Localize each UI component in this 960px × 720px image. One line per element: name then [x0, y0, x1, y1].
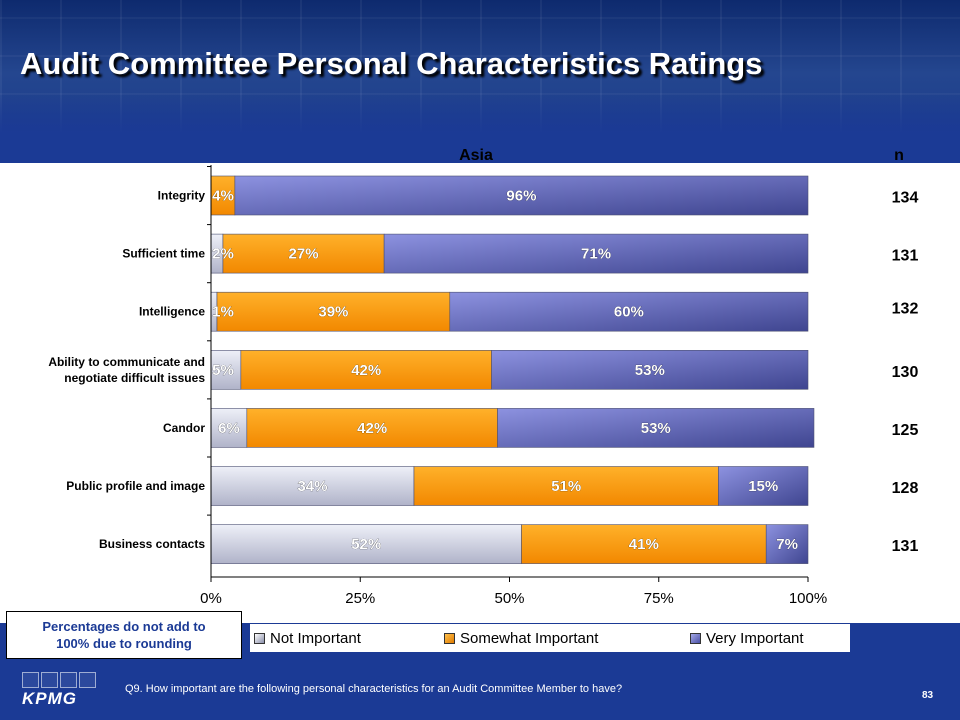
stacked-bar-chart: 4% 96% 2% 27% 71% 1% 39% 60% 5% 42% 53% 6% 42% 53% 34%… — [0, 147, 960, 623]
n-value-candor: 125 — [892, 422, 919, 439]
kpmg-logo-boxes — [22, 672, 97, 688]
x-tick-label-0: 0% — [200, 590, 222, 607]
footnote-box: Percentages do not add to 100% due to ro… — [6, 611, 242, 659]
chart-title: Asia — [459, 147, 493, 164]
n-value-intelligence: 132 — [892, 301, 919, 318]
data-label-not-important-public-profile-and-image: 34% — [297, 478, 327, 495]
data-label-somewhat-important-intelligence: 39% — [318, 304, 348, 321]
data-label-not-important-candor: 6% — [218, 420, 240, 437]
category-label-candor: Candor — [163, 421, 205, 435]
bar-very-important-business-contacts — [765, 524, 809, 564]
x-tick-label-75: 75% — [644, 590, 674, 607]
data-label-very-important-intelligence: 60% — [614, 304, 644, 321]
survey-question: Q9. How important are the following pers… — [125, 683, 623, 695]
category-label-integrity: Integrity — [158, 189, 206, 203]
bar-somewhat-important-business-contacts — [521, 524, 767, 564]
data-label-not-important-sufficient-time: 2% — [212, 246, 234, 263]
bar-very-important-intelligence — [449, 291, 809, 332]
data-label-very-important-business-contacts: 7% — [776, 536, 798, 553]
x-tick-label-25: 25% — [345, 590, 375, 607]
kpmg-logo-text: KPMG — [22, 689, 77, 708]
page-number: 83 — [922, 690, 934, 701]
legend-item-very-important: Very Important — [690, 630, 804, 647]
category-label-intelligence: Intelligence — [139, 305, 205, 319]
n-value-sufficient-time: 131 — [892, 248, 919, 265]
bar-somewhat-important-sufficient-time — [222, 233, 385, 274]
legend-label-very-important: Very Important — [706, 629, 804, 647]
x-tick-label-100: 100% — [789, 590, 827, 607]
category-label-sufficient-time: Sufficient time — [122, 247, 205, 261]
n-value-public-profile-and-image: 128 — [892, 480, 919, 497]
n-value-ability-to-communicate-and-negotiate-difficult-issues: 130 — [892, 364, 919, 381]
n-value-business-contacts: 131 — [892, 538, 919, 555]
data-label-very-important-sufficient-time: 71% — [581, 246, 611, 263]
bar-not-important-candor — [210, 408, 248, 448]
bar-very-important-candor — [497, 408, 815, 448]
footnote-line-2: 100% due to rounding — [56, 636, 192, 651]
n-column-header: n — [894, 147, 904, 164]
bar-somewhat-important-intelligence — [216, 291, 451, 332]
legend-swatch-somewhat-important — [444, 632, 455, 644]
bar-somewhat-important-candor — [246, 408, 498, 448]
x-tick-label-50: 50% — [494, 590, 524, 607]
bar-not-important-public-profile-and-image — [210, 466, 415, 506]
bar-very-important-ability-to-communicate-and-negotiate-difficult-issues — [491, 350, 809, 390]
data-label-very-important-integrity: 96% — [506, 188, 536, 205]
bar-very-important-integrity — [234, 175, 809, 216]
bar-very-important-public-profile-and-image — [718, 466, 809, 506]
data-label-somewhat-important-public-profile-and-image: 51% — [551, 478, 581, 495]
legend-label-not-important: Not Important — [270, 629, 361, 647]
legend-swatch-not-important — [254, 632, 265, 644]
data-label-somewhat-important-candor: 42% — [357, 420, 387, 437]
data-label-very-important-candor: 53% — [641, 420, 671, 437]
data-label-somewhat-important-integrity: 4% — [212, 188, 234, 205]
data-label-very-important-public-profile-and-image: 15% — [748, 478, 778, 495]
data-label-very-important-ability-to-communicate-and-negotiate-difficult-issues: 53% — [635, 362, 665, 379]
bar-somewhat-important-public-profile-and-image — [413, 466, 719, 506]
bar-not-important-ability-to-communicate-and-negotiate-difficult-issues — [210, 350, 242, 390]
footnote-line-1: Percentages do not add to — [42, 619, 206, 634]
n-value-integrity: 134 — [892, 190, 919, 207]
chart-legend: Not Important Somewhat Important Very Im… — [250, 624, 850, 652]
category-label-ability-to-communicate-and-negotiate-difficult-issues-line-1: Ability to communicate and — [48, 355, 205, 369]
data-label-somewhat-important-ability-to-communicate-and-negotiate-difficult-issues: 42% — [351, 362, 381, 379]
legend-swatch-very-important — [690, 632, 701, 644]
bar-not-important-business-contacts — [210, 524, 522, 564]
data-label-not-important-ability-to-communicate-and-negotiate-difficult-issues: 5% — [212, 362, 234, 379]
category-label-ability-to-communicate-and-negotiate-difficult-issues-line-2: negotiate difficult issues — [64, 371, 205, 385]
data-label-not-important-intelligence: 1% — [212, 304, 234, 321]
bar-very-important-sufficient-time — [383, 233, 809, 274]
header-background — [0, 0, 960, 133]
category-label-public-profile-and-image: Public profile and image — [66, 479, 205, 493]
category-label-business-contacts: Business contacts — [99, 537, 205, 551]
data-label-somewhat-important-sufficient-time: 27% — [289, 246, 319, 263]
data-label-not-important-business-contacts: 52% — [351, 536, 381, 553]
legend-item-somewhat-important: Somewhat Important — [444, 630, 690, 647]
data-label-somewhat-important-business-contacts: 41% — [629, 536, 659, 553]
legend-label-somewhat-important: Somewhat Important — [460, 629, 599, 647]
legend-item-not-important: Not Important — [254, 630, 444, 647]
page-title: Audit Committee Personal Characteristics… — [20, 46, 763, 81]
kpmg-logo: KPMG — [22, 672, 97, 708]
